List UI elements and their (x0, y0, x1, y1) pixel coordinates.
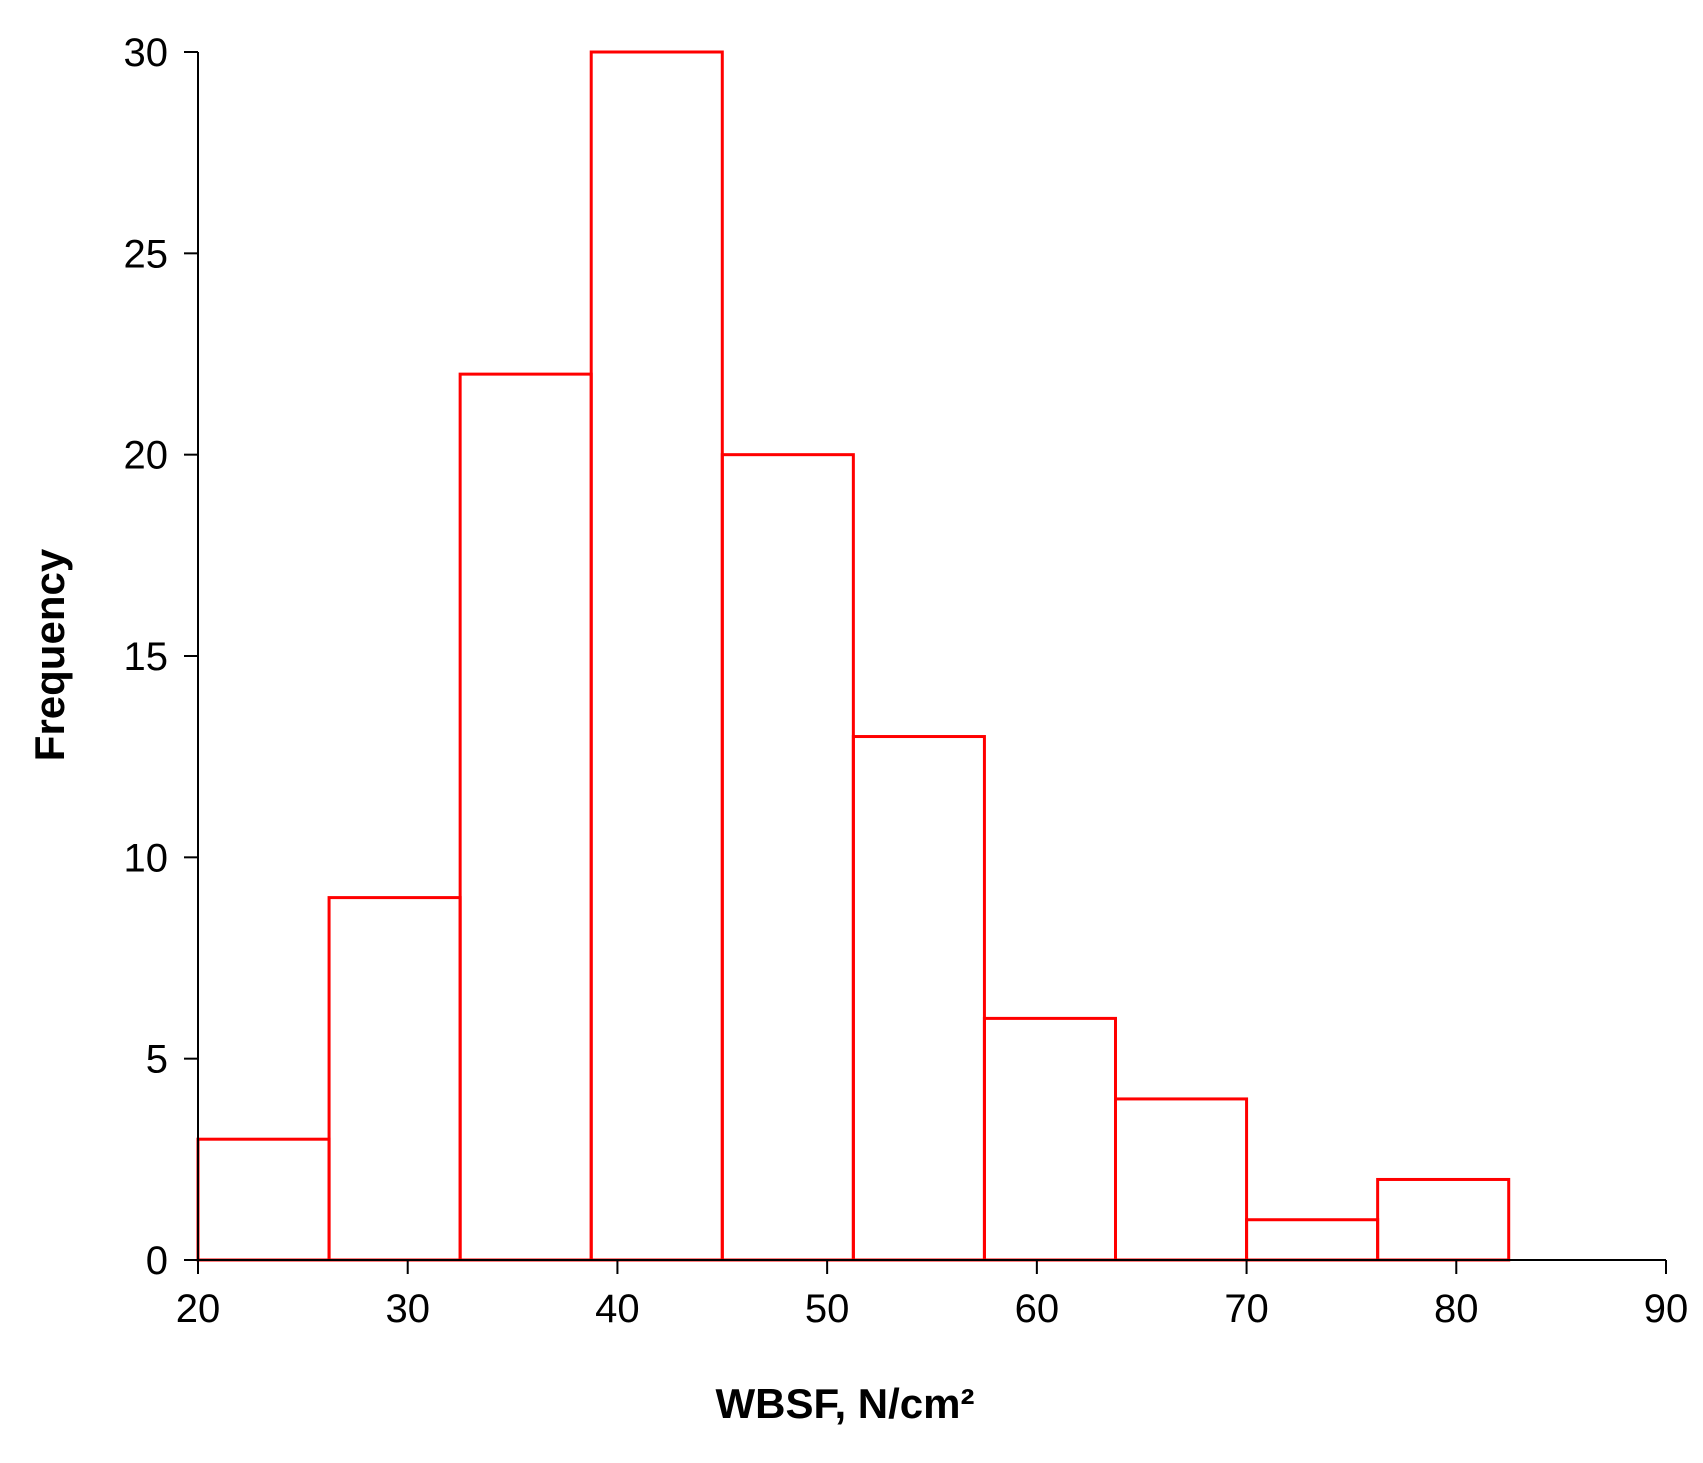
y-axis-title: Frequency (26, 548, 73, 761)
x-tick-label: 80 (1434, 1287, 1479, 1331)
x-tick-label: 50 (805, 1287, 850, 1331)
x-tick-label: 60 (1015, 1287, 1060, 1331)
histogram-bar (1376, 1177, 1511, 1262)
y-tick-label: 15 (124, 635, 169, 679)
histogram-bars (196, 50, 1511, 1262)
y-axis-ticks: 0 5 10 15 20 25 30 (124, 31, 198, 1283)
y-tick-label: 10 (124, 836, 169, 880)
histogram-bar (458, 372, 593, 1262)
axes (197, 52, 1666, 1261)
histogram-bar (1114, 1097, 1249, 1262)
y-tick-label: 5 (146, 1038, 168, 1082)
histogram-bar (327, 896, 462, 1262)
x-tick-label: 20 (176, 1287, 221, 1331)
histogram-bar (720, 453, 855, 1262)
x-axis-ticks: 20 30 40 50 60 70 80 90 (176, 1260, 1689, 1331)
x-tick-label: 70 (1224, 1287, 1269, 1331)
histogram-bar (851, 735, 986, 1262)
histogram-bar (589, 50, 724, 1262)
y-tick-label: 20 (124, 434, 169, 478)
x-tick-label: 40 (595, 1287, 640, 1331)
histogram-bar (1245, 1218, 1380, 1262)
histogram-bar (982, 1016, 1118, 1262)
x-tick-label: 30 (385, 1287, 430, 1331)
y-tick-label: 25 (124, 232, 169, 276)
x-tick-label: 90 (1644, 1287, 1689, 1331)
x-axis-title: WBSF, N/cm² (715, 1380, 974, 1427)
y-tick-label: 0 (146, 1239, 168, 1283)
histogram-bar (196, 1137, 331, 1262)
y-tick-label: 30 (124, 31, 169, 75)
